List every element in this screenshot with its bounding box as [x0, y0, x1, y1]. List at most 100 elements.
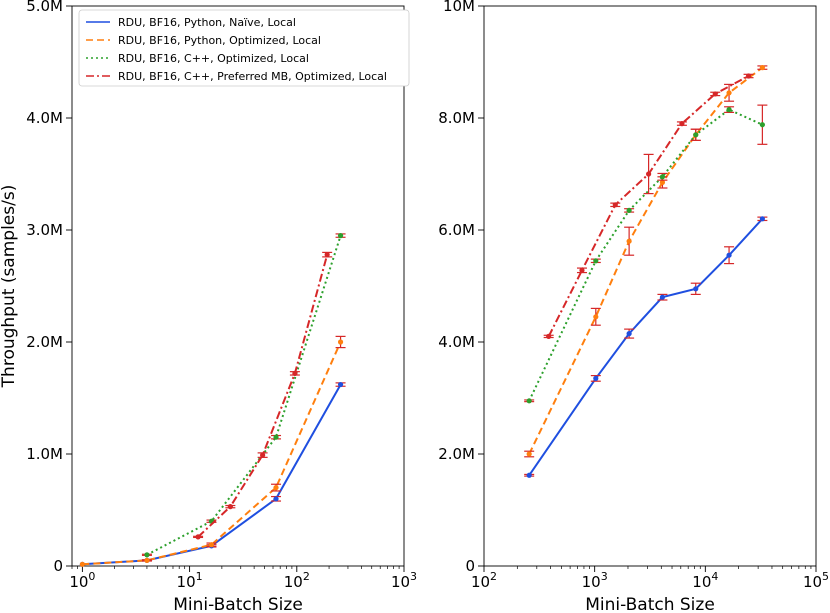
data-point — [593, 375, 599, 381]
x-tick-label: 102 — [471, 570, 497, 591]
y-tick-label: 10M — [443, 0, 475, 15]
y-tick-label: 4.0M — [26, 109, 63, 127]
series-dashdot — [543, 73, 754, 339]
data-point — [612, 202, 618, 208]
x-tick-exponent: 2 — [303, 570, 310, 583]
data-point — [273, 434, 279, 440]
data-point — [337, 233, 344, 239]
data-point — [273, 496, 279, 502]
data-point — [593, 314, 599, 320]
x-tick-base: 10 — [69, 573, 88, 591]
x-tick-exponent: 3 — [410, 570, 417, 583]
series-line — [82, 341, 342, 566]
plot-frame — [483, 5, 817, 567]
data-point — [745, 73, 752, 79]
y-tick-label: 1.0M — [26, 445, 63, 463]
data-point — [726, 90, 732, 96]
data-point — [626, 331, 632, 337]
series-solid — [79, 381, 346, 567]
x-tick-label: 100 — [69, 570, 95, 591]
x-tick-exponent: 2 — [490, 570, 497, 583]
data-point — [693, 286, 699, 292]
y-tick-label: 4.0M — [438, 333, 475, 351]
data-point — [759, 122, 765, 128]
x-tick-label: 105 — [803, 570, 829, 591]
series-line — [197, 254, 329, 538]
y-tick-label: 0 — [53, 557, 63, 575]
left-chart-panel: 100 101 102 10301.0M2.0M3.0M4.0M5.0MMini-Ba… — [0, 0, 417, 613]
data-point — [759, 216, 765, 222]
data-point — [659, 294, 666, 300]
y-axis-label: Throughput (samples/s) — [0, 185, 19, 389]
x-tick-base: 10 — [692, 573, 711, 591]
data-point — [679, 121, 685, 127]
plot-frame — [71, 5, 405, 567]
x-tick-exponent: 5 — [822, 570, 829, 583]
y-tick-label: 5.0M — [26, 0, 63, 15]
data-point — [593, 258, 599, 264]
data-point — [79, 561, 85, 567]
y-tick-label: 6.0M — [438, 221, 475, 239]
x-tick-base: 10 — [471, 573, 490, 591]
legend-entry-label: RDU, BF16, Python, Optimized, Local — [118, 34, 321, 47]
data-point — [260, 452, 266, 458]
y-tick-label: 8.0M — [438, 109, 475, 127]
series-dashed — [524, 65, 768, 458]
data-point — [646, 171, 652, 177]
data-point — [144, 557, 150, 564]
y-tick-label: 2.0M — [438, 445, 475, 463]
data-point — [526, 451, 532, 457]
y-tick-label: 3.0M — [26, 221, 63, 239]
x-tick-exponent: 0 — [88, 570, 95, 583]
right-chart-panel: 102 103 104 10502.0M4.0M6.0M8.0M10MMini-Bat… — [438, 0, 829, 613]
data-point — [626, 207, 632, 213]
data-point — [324, 252, 330, 258]
data-point — [693, 132, 699, 138]
x-tick-base: 10 — [284, 573, 303, 591]
x-tick-label: 102 — [284, 570, 310, 591]
data-point — [659, 179, 666, 185]
data-point — [273, 485, 279, 491]
legend-entry-label: RDU, BF16, C++, Preferred MB, Optimized,… — [118, 70, 387, 83]
x-tick-label: 104 — [692, 570, 718, 591]
y-tick-label: 0 — [465, 557, 475, 575]
y-tick-label: 2.0M — [26, 333, 63, 351]
series-dotted — [141, 233, 346, 558]
series-dotted — [524, 104, 768, 404]
x-tick-exponent: 4 — [711, 570, 718, 583]
series-line — [528, 218, 764, 476]
data-point — [712, 91, 718, 97]
data-point — [579, 267, 585, 273]
data-point — [726, 107, 732, 113]
data-point — [208, 542, 215, 548]
x-axis-label: Mini-Batch Size — [173, 595, 303, 613]
series-line — [528, 66, 764, 455]
series-dashdot — [193, 251, 333, 540]
x-tick-base: 10 — [582, 573, 601, 591]
data-point — [726, 252, 732, 258]
x-tick-label: 103 — [391, 570, 417, 591]
x-tick-label: 101 — [177, 570, 203, 591]
data-point — [526, 398, 532, 404]
data-point — [337, 381, 344, 388]
series-line — [146, 235, 342, 556]
x-tick-base: 10 — [391, 573, 410, 591]
series-dashed — [79, 335, 346, 567]
data-point — [144, 552, 150, 558]
data-point — [546, 333, 552, 339]
data-point — [195, 534, 201, 540]
data-point — [337, 339, 344, 345]
legend-entry-label: RDU, BF16, C++, Optimized, Local — [118, 52, 309, 65]
data-point — [292, 370, 298, 376]
x-axis-label: Mini-Batch Size — [585, 595, 715, 613]
data-point — [626, 238, 632, 244]
data-point — [227, 504, 233, 510]
legend: RDU, BF16, Python, Naïve, Local RDU, BF16… — [78, 9, 410, 87]
x-tick-base: 10 — [803, 573, 822, 591]
legend-entry-label: RDU, BF16, Python, Naïve, Local — [118, 16, 296, 29]
legend-box — [78, 9, 410, 87]
data-point — [526, 472, 532, 478]
x-tick-label: 103 — [582, 570, 608, 591]
x-tick-exponent: 3 — [601, 570, 608, 583]
